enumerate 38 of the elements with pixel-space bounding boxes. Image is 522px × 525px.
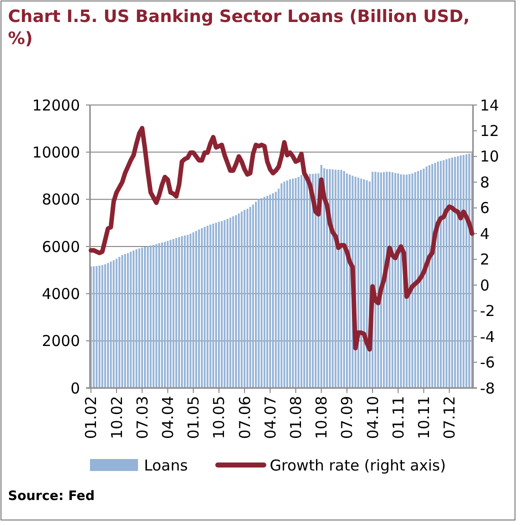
legend-label: Loans <box>144 456 188 474</box>
y-tick-label: 4000 <box>42 284 80 303</box>
y2-tick-label: 6 <box>480 199 490 218</box>
x-tick-label: 07.03 <box>133 396 152 439</box>
x-tick-label: 01.08 <box>286 396 305 439</box>
x-tick-label: 07.06 <box>236 396 254 439</box>
y2-tick-label: 2 <box>480 250 490 269</box>
x-tick-label: 10.11 <box>414 396 433 439</box>
y-tick-label: 12000 <box>32 96 80 114</box>
source-note: Source: Fed <box>8 489 95 504</box>
y2-tick-label: -8 <box>480 379 495 398</box>
x-tick-label: 10.05 <box>210 396 228 439</box>
y-tick-label: 10000 <box>32 143 80 162</box>
y-tick-label: 6000 <box>42 238 80 256</box>
y2-tick-label: 10 <box>480 148 500 166</box>
x-tick-label: 04.10 <box>364 396 382 439</box>
y2-tick-label: 12 <box>480 122 500 140</box>
x-tick-label: 10.02 <box>108 396 126 439</box>
x-tick-label: 04.07 <box>261 396 280 439</box>
legend-label: Growth rate (right axis) <box>270 456 446 474</box>
x-tick-label: 01.02 <box>82 396 100 439</box>
y-tick-label: 8000 <box>42 190 80 209</box>
x-tick-label: 07.12 <box>440 396 459 439</box>
y-tick-label: 2000 <box>42 332 80 350</box>
y-tick-label: 0 <box>70 379 80 398</box>
y2-tick-label: 0 <box>480 276 490 294</box>
y2-tick-label: 8 <box>480 173 490 192</box>
y2-tick-label: 14 <box>480 96 500 114</box>
y2-tick-label: -4 <box>480 328 495 346</box>
x-tick-label: 10.08 <box>312 396 331 439</box>
x-tick-label: 04.04 <box>158 396 177 439</box>
chart-title: Chart I.5. US Banking Sector Loans (Billion USD, %) <box>8 7 470 49</box>
y2-tick-label: 4 <box>480 224 490 243</box>
x-tick-label: 01.11 <box>389 396 408 439</box>
x-tick-label: 01.05 <box>184 396 203 439</box>
y2-tick-label: -2 <box>480 302 495 320</box>
y2-tick-label: -6 <box>480 354 495 372</box>
x-tick-label: 07.09 <box>338 396 356 439</box>
